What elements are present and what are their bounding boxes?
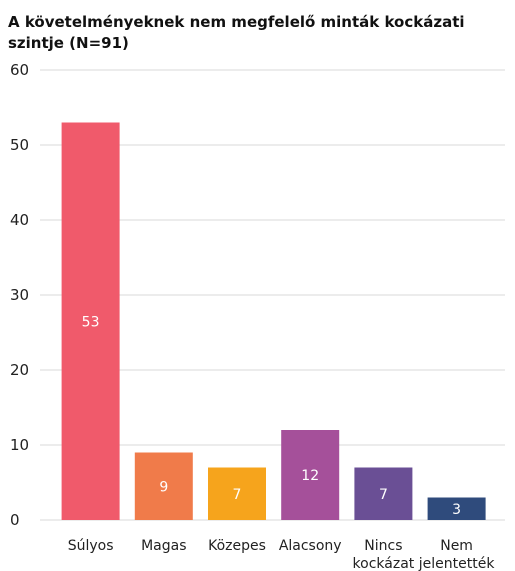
- bar: [61, 122, 120, 520]
- bar: [354, 467, 413, 520]
- bar: [427, 497, 486, 520]
- x-category-label: Magas: [141, 538, 186, 554]
- y-tick-label: 40: [10, 211, 29, 229]
- bar-value-label: 9: [159, 479, 168, 495]
- bar-value-label: 53: [82, 314, 100, 330]
- y-tick-label: 10: [10, 436, 29, 454]
- y-tick-label: 0: [10, 511, 20, 529]
- bar-value-label: 7: [379, 487, 388, 503]
- x-category-label: jelentették: [418, 556, 496, 571]
- x-category-label: Súlyos: [68, 538, 114, 554]
- x-category-label: Alacsony: [279, 538, 342, 554]
- y-tick-label: 20: [10, 361, 29, 379]
- bar: [134, 452, 193, 520]
- x-category-label: Nem: [440, 538, 473, 554]
- bar-value-label: 7: [233, 487, 242, 503]
- chart-title: A követelményeknek nem megfelelő minták …: [8, 13, 465, 52]
- bar-value-label: 12: [301, 468, 319, 484]
- y-tick-label: 50: [10, 136, 29, 154]
- bar: [281, 430, 340, 520]
- bar-value-label: 3: [452, 502, 461, 518]
- y-tick-label: 60: [10, 61, 29, 79]
- y-tick-label: 30: [10, 286, 29, 304]
- x-category-label: kockázat: [353, 556, 415, 571]
- x-category-label: Közepes: [208, 538, 266, 554]
- x-category-label: Nincs: [364, 538, 402, 554]
- bar: [208, 467, 266, 520]
